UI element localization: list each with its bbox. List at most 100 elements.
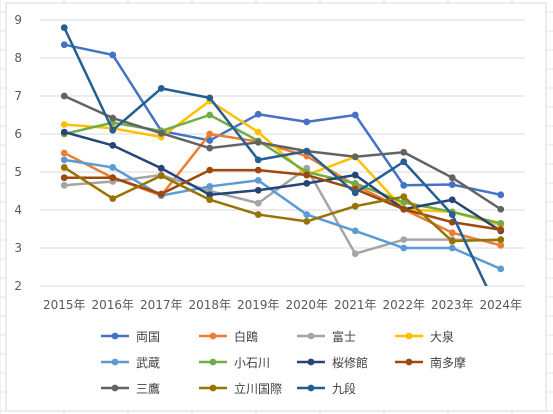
data-point: [254, 138, 262, 146]
data-point: [254, 211, 262, 218]
data-point: [157, 172, 165, 180]
data-point: [497, 191, 505, 199]
legend-label: 立川国際: [234, 381, 283, 396]
data-point: [254, 176, 262, 184]
data-point: [448, 229, 456, 237]
data-point: [60, 128, 68, 136]
series-line: [63, 130, 502, 232]
data-point: [206, 191, 214, 199]
legend-swatch: [199, 384, 227, 392]
data-point: [60, 24, 68, 31]
y-tick-label: 4: [14, 203, 22, 217]
data-point: [157, 85, 165, 92]
legend-item: 大泉: [394, 327, 492, 345]
data-point: [351, 111, 359, 119]
data-point: [206, 130, 214, 138]
data-point: [157, 190, 165, 198]
y-tick-label: 5: [14, 165, 22, 179]
legend-label: 白鴎: [234, 329, 259, 344]
data-point: [60, 181, 68, 189]
data-point: [60, 174, 68, 182]
data-point: [206, 166, 214, 174]
data-point: [351, 180, 359, 187]
data-point: [303, 152, 311, 160]
data-point: [109, 114, 117, 122]
legend-swatch: [297, 358, 325, 366]
y-tick-label: 7: [14, 89, 22, 103]
data-point: [157, 129, 165, 137]
legend-label: 小石川: [234, 355, 271, 370]
legend-item: 三鷹: [100, 379, 198, 397]
legend: 両国 白鴎 富士 大泉 武蔵 小石川 桜修館 南多摩 三鷹 立川国際 九段: [100, 327, 553, 397]
data-point: [254, 186, 262, 194]
x-tick-label: 2015年: [43, 298, 86, 312]
series-line: [63, 43, 502, 197]
data-point: [60, 164, 68, 171]
data-point: [303, 171, 311, 179]
legend-item: 両国: [100, 327, 198, 345]
x-tick-label: 2024年: [479, 298, 522, 312]
legend-item: 白鴎: [198, 327, 296, 345]
data-point: [303, 118, 311, 126]
data-point: [400, 199, 408, 206]
legend-label: 富士: [332, 329, 357, 344]
data-point: [206, 137, 214, 144]
data-point: [254, 166, 262, 174]
y-tick-label: 9: [14, 13, 22, 27]
data-point: [206, 111, 214, 119]
data-point: [206, 183, 214, 190]
x-tick-label: 2019年: [237, 298, 280, 312]
y-tick-label: 2: [14, 279, 22, 293]
data-point: [303, 147, 311, 155]
legend-item: 桜修館: [296, 353, 394, 371]
series-line: [63, 27, 488, 286]
data-point: [60, 156, 68, 164]
data-point: [303, 218, 311, 225]
data-point: [497, 226, 505, 234]
legend-label: 桜修館: [332, 355, 369, 370]
data-point: [303, 180, 311, 187]
y-tick-label: 8: [14, 51, 22, 65]
legend-label: 大泉: [430, 329, 455, 344]
data-point: [400, 148, 408, 156]
data-point: [497, 265, 505, 273]
legend-item: 武蔵: [100, 353, 198, 371]
x-tick-label: 2018年: [188, 298, 231, 312]
legend-swatch: [199, 332, 227, 340]
series-9: [60, 164, 505, 245]
series-1: [60, 130, 505, 249]
legend-item: 富士: [296, 327, 394, 345]
legend-swatch: [395, 332, 423, 340]
x-tick-label: 2022年: [382, 298, 425, 312]
y-axis-tick-labels: 2 3 4 5 6 7 8 9: [14, 13, 22, 293]
data-point: [448, 244, 456, 252]
data-point: [254, 110, 262, 118]
series-line: [63, 94, 502, 211]
legend-swatch: [199, 358, 227, 366]
legend-swatch: [297, 384, 325, 392]
data-point: [303, 211, 311, 218]
y-tick-label: 3: [14, 241, 22, 255]
series-line: [64, 99, 502, 227]
x-tick-label: 2023年: [431, 298, 474, 312]
data-point: [400, 158, 408, 166]
data-point: [448, 174, 456, 182]
data-point: [497, 236, 505, 244]
x-axis-tick-labels: 2015年 2016年 2017年 2018年 2019年 2020年 2021年 2022年…: [43, 298, 522, 312]
data-point: [400, 181, 408, 189]
data-point: [206, 94, 214, 102]
data-point: [400, 244, 408, 252]
x-tick-label: 2021年: [334, 298, 377, 312]
x-tick-label: 2017年: [140, 298, 183, 312]
series-line: [64, 158, 502, 271]
data-point: [254, 199, 262, 207]
data-point: [109, 195, 117, 203]
series-6: [60, 128, 505, 235]
legend-swatch: [101, 358, 129, 366]
data-point: [60, 121, 68, 128]
legend-item: 小石川: [198, 353, 296, 371]
data-point: [109, 142, 117, 149]
data-point: [400, 205, 408, 213]
data-point: [109, 174, 117, 182]
